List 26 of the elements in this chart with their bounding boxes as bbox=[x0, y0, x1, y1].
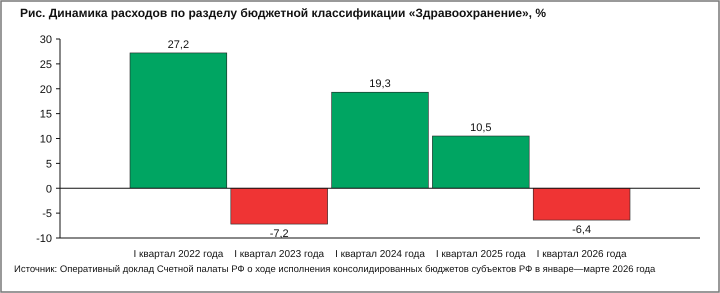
x-tick-label: I квартал 2026 года bbox=[536, 249, 627, 260]
x-tick-label: I квартал 2024 года bbox=[335, 249, 426, 260]
y-tick-label: -10 bbox=[36, 233, 52, 245]
y-tick-label: 10 bbox=[40, 134, 52, 146]
y-tick-label: 20 bbox=[40, 84, 52, 96]
y-tick-label: 15 bbox=[40, 108, 52, 121]
bar bbox=[331, 92, 429, 189]
x-tick-label: I квартал 2023 года bbox=[234, 249, 325, 260]
y-tick-label: -5 bbox=[42, 208, 52, 220]
text: Источник: Оперативный доклад Счетной палаты РФ о ходе исполнения консолидированных бюджетов субъектов РФ в январе—марте 2026 года bbox=[14, 264, 656, 275]
bar bbox=[532, 188, 630, 220]
chart-title: Рис. Динамика расходов по разделу бюджетной классификации «Здравоохранение», % bbox=[20, 6, 546, 20]
y-tick-label: 5 bbox=[46, 158, 52, 170]
y-tick-label: 30 bbox=[40, 34, 52, 46]
data-label: -6,4 bbox=[572, 224, 592, 236]
data-label: 19,3 bbox=[369, 78, 391, 90]
y-tick-label: 0 bbox=[46, 183, 52, 196]
y-tick-label: 25 bbox=[40, 58, 52, 71]
x-tick-label: I квартал 2025 года bbox=[436, 249, 526, 260]
bar bbox=[130, 52, 228, 189]
data-label: 10,5 bbox=[470, 122, 492, 134]
bar bbox=[230, 188, 328, 224]
bar bbox=[432, 136, 530, 189]
x-tick-label: I квартал 2022 года bbox=[133, 249, 224, 260]
data-label: -7,2 bbox=[270, 228, 289, 240]
data-label: 27,2 bbox=[168, 38, 190, 51]
